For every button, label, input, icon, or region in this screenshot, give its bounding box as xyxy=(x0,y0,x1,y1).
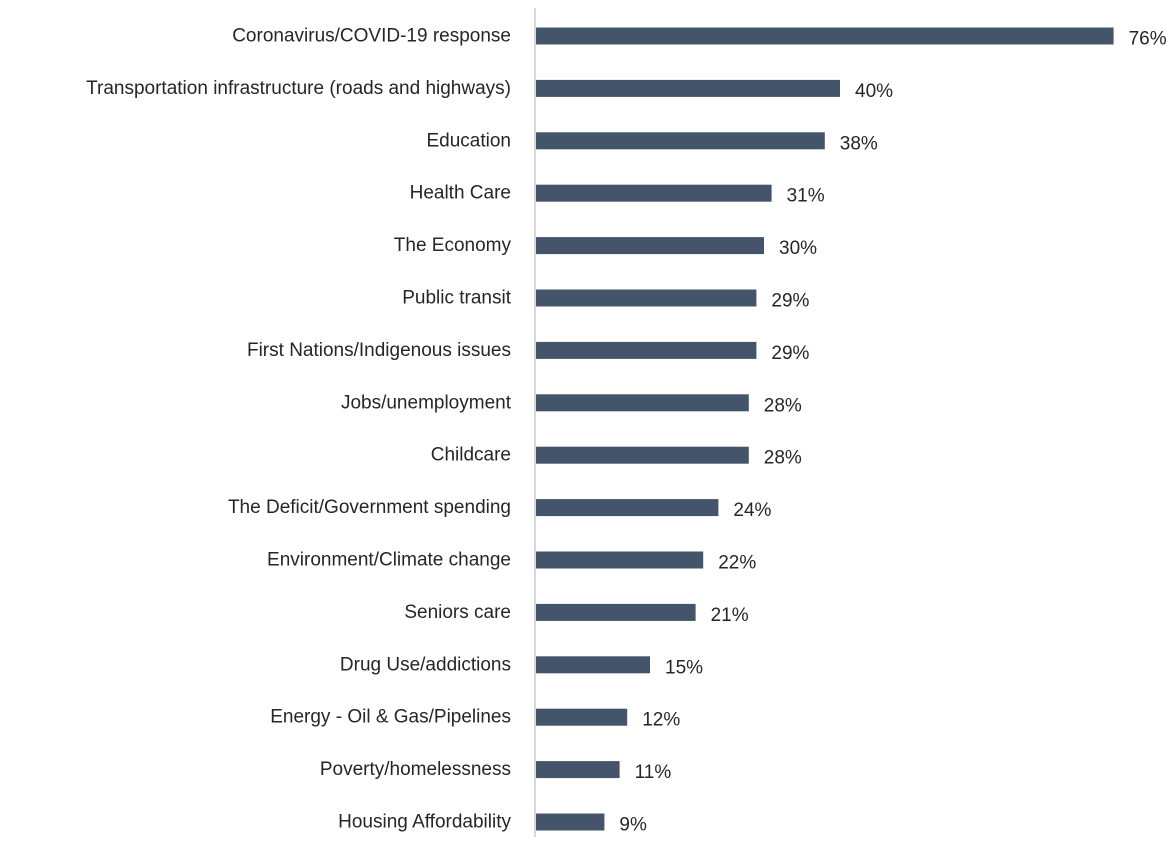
data-labels-group: 76% 40% 38% 31% 30% 29% 29% 28% 28% 24% 22% 21% 15% 1… xyxy=(619,29,1166,836)
category-label: Coronavirus/COVID-19 response xyxy=(232,26,511,47)
bar xyxy=(536,656,650,674)
bar xyxy=(536,551,704,569)
bar xyxy=(536,184,772,202)
category-label: Environment/Climate change xyxy=(267,550,511,571)
category-label: Energy - Oil & Gas/Pipelines xyxy=(270,707,511,728)
bar xyxy=(536,289,757,307)
category-label: Drug Use/addictions xyxy=(340,654,511,675)
data-label: 38% xyxy=(840,133,878,154)
data-label: 21% xyxy=(711,605,749,626)
category-label: The Deficit/Government spending xyxy=(228,497,511,518)
bar xyxy=(536,79,840,97)
data-label: 40% xyxy=(855,81,893,102)
category-label: Health Care xyxy=(410,183,511,204)
bar xyxy=(536,27,1114,45)
bar xyxy=(536,813,605,831)
bars-group xyxy=(536,27,1114,831)
category-label: Poverty/homelessness xyxy=(320,759,511,780)
data-label: 15% xyxy=(665,657,703,678)
bar xyxy=(536,446,749,464)
data-label: 30% xyxy=(779,238,817,259)
category-label: Childcare xyxy=(431,445,511,466)
data-label: 28% xyxy=(764,395,802,416)
bar xyxy=(536,708,628,726)
bar xyxy=(536,132,825,150)
data-label: 28% xyxy=(764,448,802,469)
bar xyxy=(536,341,757,359)
data-label: 12% xyxy=(642,710,680,731)
data-label: 29% xyxy=(771,343,809,364)
category-label: Jobs/unemployment xyxy=(341,392,512,413)
category-label: Transportation infrastructure (roads and… xyxy=(86,78,511,99)
category-labels-group: Coronavirus/COVID-19 response Transportat… xyxy=(86,26,512,833)
category-label: Housing Affordability xyxy=(338,812,511,833)
data-label: 76% xyxy=(1129,29,1167,50)
category-label: First Nations/Indigenous issues xyxy=(247,340,511,361)
bar xyxy=(536,603,696,621)
data-label: 22% xyxy=(718,553,756,574)
category-label: Seniors care xyxy=(404,602,511,623)
bar xyxy=(536,761,620,779)
bar xyxy=(536,394,749,412)
category-label: Public transit xyxy=(402,288,511,309)
bar xyxy=(536,499,719,517)
bar xyxy=(536,237,764,255)
category-label: Education xyxy=(426,130,511,151)
data-label: 29% xyxy=(771,291,809,312)
data-label: 24% xyxy=(733,500,771,521)
data-label: 9% xyxy=(619,815,647,836)
data-label: 31% xyxy=(787,186,825,207)
category-label: The Economy xyxy=(394,235,512,256)
data-label: 11% xyxy=(635,762,672,783)
